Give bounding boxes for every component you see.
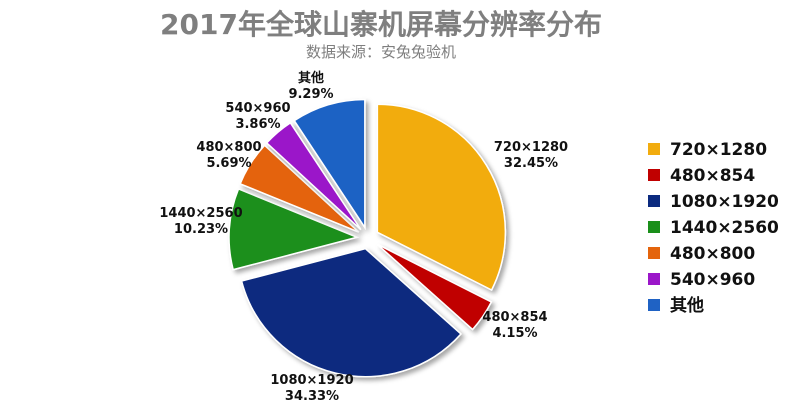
slice-label-value: 9.29% bbox=[288, 87, 333, 102]
slice-label-value: 4.15% bbox=[492, 326, 537, 341]
slice-label-name: 1440×2560 bbox=[159, 206, 242, 221]
pie-slice-0 bbox=[376, 103, 507, 291]
legend-label-1: 480×854 bbox=[670, 166, 755, 186]
chart-subtitle: 数据来源：安兔兔验机 bbox=[306, 43, 456, 61]
slice-label-name: 480×800 bbox=[196, 140, 261, 155]
slice-label-value: 32.45% bbox=[504, 156, 558, 171]
slice-label-6: 其他 9.29% bbox=[288, 70, 333, 102]
legend-label-5: 540×960 bbox=[670, 270, 755, 290]
pie-slice-3 bbox=[228, 187, 360, 271]
legend-swatch-2 bbox=[648, 195, 660, 207]
legend-label-3: 1440×2560 bbox=[670, 218, 779, 238]
legend-swatch-5 bbox=[648, 273, 660, 285]
slice-label-value: 10.23% bbox=[174, 222, 228, 237]
slice-label-name: 其他 bbox=[298, 70, 324, 86]
slice-label-name: 1080×1920 bbox=[270, 373, 353, 388]
slice-label-value: 34.33% bbox=[285, 389, 339, 404]
legend-swatch-6 bbox=[648, 299, 660, 311]
legend: 720×1280 480×854 1080×1920 1440×2560 480×800… bbox=[648, 140, 779, 316]
slice-label-value: 3.86% bbox=[235, 117, 280, 132]
pie-slice-4 bbox=[239, 144, 360, 233]
pie-slice-2 bbox=[240, 247, 462, 378]
legend-label-0: 720×1280 bbox=[670, 140, 767, 160]
legend-label-6: 其他 bbox=[670, 295, 704, 316]
pie-slice-5 bbox=[265, 121, 362, 231]
slice-label-1: 480×854 4.15% bbox=[482, 310, 547, 341]
legend-label-4: 480×800 bbox=[670, 244, 755, 264]
pie-slice-6 bbox=[293, 98, 366, 230]
legend-swatch-3 bbox=[648, 221, 660, 233]
legend-swatch-1 bbox=[648, 169, 660, 181]
pie-slices bbox=[228, 98, 507, 378]
slice-label-name: 720×1280 bbox=[494, 140, 568, 155]
slice-label-3: 1440×2560 10.23% bbox=[159, 206, 242, 237]
slice-label-value: 5.69% bbox=[206, 156, 251, 171]
slice-labels: 720×1280 32.45% 480×854 4.15% 1080×1920 34.33… bbox=[159, 70, 568, 404]
legend-swatch-0 bbox=[648, 143, 660, 155]
pie-slice-1 bbox=[376, 243, 493, 331]
slice-label-4: 480×800 5.69% bbox=[196, 140, 261, 171]
slice-label-5: 540×960 3.86% bbox=[225, 101, 290, 132]
slice-label-0: 720×1280 32.45% bbox=[494, 140, 568, 171]
slice-label-name: 480×854 bbox=[482, 310, 547, 325]
legend-swatch-4 bbox=[648, 247, 660, 259]
slice-label-name: 540×960 bbox=[225, 101, 290, 116]
legend-label-2: 1080×1920 bbox=[670, 192, 779, 212]
slice-label-2: 1080×1920 34.33% bbox=[270, 373, 353, 404]
chart-title: 2017年全球山寨机屏幕分辨率分布 bbox=[160, 8, 602, 41]
